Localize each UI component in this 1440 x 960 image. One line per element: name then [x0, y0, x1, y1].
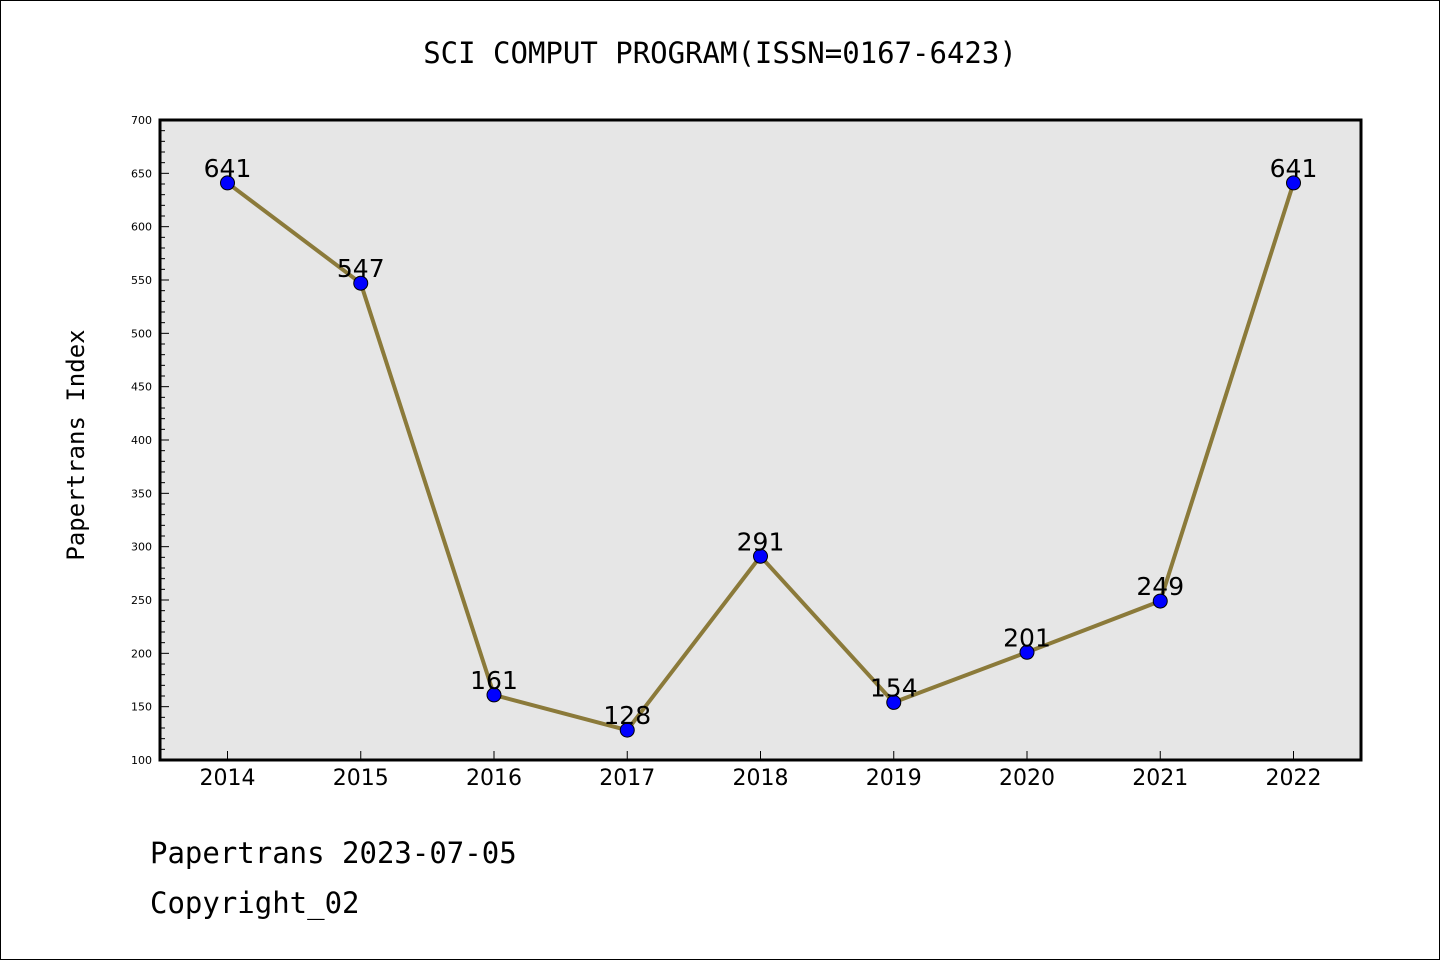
x-axis: 2014 2015 2016 2017 2018 2019 2020 2021 2022	[200, 751, 1322, 791]
data-label: 547	[337, 254, 385, 283]
data-point	[220, 175, 235, 191]
y-tick-label: 550	[131, 274, 152, 287]
y-tick-label: 650	[131, 167, 152, 180]
data-label: 291	[737, 527, 785, 556]
data-label: 161	[470, 666, 518, 695]
data-label: 201	[1003, 623, 1051, 652]
data-point	[1286, 175, 1301, 191]
data-label: 641	[1270, 154, 1318, 183]
y-tick-label: 700	[131, 114, 152, 127]
x-tick-label: 2020	[999, 766, 1055, 791]
data-point	[486, 687, 502, 703]
data-point	[353, 275, 369, 291]
data-point	[753, 548, 768, 564]
x-tick-label: 2015	[333, 766, 389, 791]
y-tick-label: 250	[131, 594, 152, 607]
data-label: 128	[603, 701, 651, 730]
x-tick-label: 2018	[733, 766, 789, 791]
y-tick-label: 600	[131, 221, 152, 234]
data-labels: 641 547 161 128 291 154 201 249 641	[204, 154, 1318, 730]
data-label: 641	[204, 154, 252, 183]
data-points	[220, 175, 1301, 738]
x-tick-label: 2017	[599, 766, 655, 791]
data-label: 154	[870, 673, 918, 702]
y-tick-label: 400	[131, 434, 152, 447]
data-label: 249	[1136, 572, 1184, 601]
x-tick-label: 2022	[1266, 766, 1322, 791]
data-point	[619, 722, 635, 738]
x-tick-label: 2014	[200, 766, 256, 791]
footer-copyright-line: Copyright_02	[150, 886, 360, 920]
x-tick-label: 2016	[466, 766, 522, 791]
y-tick-label: 350	[131, 487, 152, 500]
y-tick-label: 500	[131, 327, 152, 340]
data-point	[1152, 593, 1168, 609]
footer-date-line: Papertrans 2023-07-05	[150, 836, 517, 870]
y-tick-label: 450	[131, 381, 152, 394]
x-tick-label: 2021	[1132, 766, 1188, 791]
y-tick-label: 150	[131, 701, 152, 714]
chart-title: SCI COMPUT PROGRAM(ISSN=0167-6423)	[423, 36, 1017, 70]
x-tick-label: 2019	[866, 766, 922, 791]
plot-border	[158, 118, 1363, 762]
plot-area	[160, 120, 1361, 760]
y-tick-label: 300	[131, 541, 152, 554]
y-tick-label: 200	[131, 647, 152, 660]
data-point	[886, 694, 902, 710]
data-point	[1019, 644, 1035, 660]
y-tick-label: 100	[131, 754, 152, 767]
